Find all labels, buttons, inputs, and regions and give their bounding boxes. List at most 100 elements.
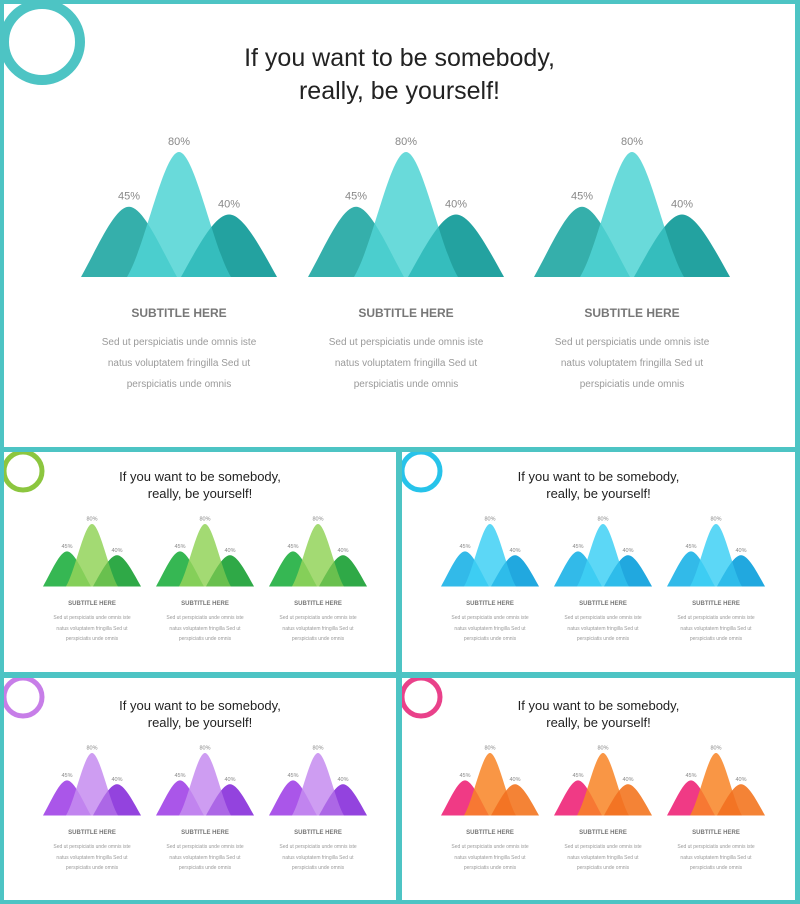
panel-subtitle: SUBTITLE HERE	[68, 601, 116, 607]
panel-description: Sed ut perspiciatis unde omnis iste natus…	[656, 613, 776, 645]
peak-overlap	[408, 214, 504, 277]
value-label: 40%	[735, 548, 746, 554]
value-label: 40%	[735, 777, 746, 783]
mountain-chart: 45% 80% 40%	[269, 517, 367, 587]
peak-overlap	[181, 214, 277, 277]
panel-subtitle: SUBTITLE HERE	[466, 830, 514, 836]
description-line: Sed ut perspiciatis unde omnis iste	[451, 615, 529, 621]
value-label: 80%	[395, 136, 417, 148]
value-label: 80%	[168, 136, 190, 148]
panel-description: Sed ut perspiciatis unde omnis iste natus…	[145, 613, 265, 645]
description-line: perspiciatis unde omnis	[579, 379, 685, 390]
slide-title: If you want to be somebody, really, be yo…	[4, 469, 396, 503]
peak-overlap	[319, 555, 367, 587]
description-line: Sed ut perspiciatis unde omnis iste	[554, 337, 710, 348]
slide-purple: If you want to be somebody, really, be yo…	[4, 678, 396, 900]
description-line: Sed ut perspiciatis unde omnis iste	[53, 844, 131, 850]
slide-title: If you want to be somebody, really, be yo…	[4, 42, 795, 107]
mountain-chart: 45% 80% 40%	[269, 746, 367, 816]
title-line: If you want to be somebody,	[244, 44, 555, 72]
peak-middle	[464, 753, 516, 816]
description-line: Sed ut perspiciatis unde omnis iste	[279, 844, 357, 850]
mountain-panel: 45% 80% 40% SUBTITLE HERE Sed ut perspiciati…	[32, 514, 152, 645]
description-line: perspiciatis unde omnis	[576, 865, 630, 871]
description-line: natus voluptatem fringilla Sed ut	[680, 625, 752, 632]
value-label: 80%	[597, 517, 608, 523]
value-label: 80%	[621, 136, 643, 148]
value-label: 40%	[337, 777, 348, 783]
peak-overlap	[604, 784, 652, 816]
panel-subtitle: SUBTITLE HERE	[358, 306, 454, 320]
peak-middle	[577, 524, 629, 587]
peak-overlap	[319, 784, 367, 816]
mountain-chart: 45% 80% 40%	[156, 746, 254, 816]
mountain-chart: 45% 80% 40%	[43, 517, 141, 587]
peak-overlap	[491, 555, 539, 587]
description-line: Sed ut perspiciatis unde omnis iste	[166, 844, 244, 850]
value-label: 80%	[710, 517, 721, 523]
description-line: natus voluptatem fringilla Sed ut	[56, 625, 128, 632]
peak-middle	[464, 524, 516, 587]
mountain-panel: 45% 80% 40% SUBTITLE HERE Sed ut perspiciati…	[512, 132, 752, 395]
panel-description: Sed ut perspiciatis unde omnis iste natus…	[32, 842, 152, 874]
ring-decoration-icon	[402, 678, 443, 719]
description-line: Sed ut perspiciatis unde omnis iste	[279, 615, 357, 621]
peak-overlap	[206, 555, 254, 587]
slide-title: If you want to be somebody, really, be yo…	[4, 698, 396, 732]
title-line: If you want to be somebody,	[517, 469, 680, 484]
peak-overlap	[206, 784, 254, 816]
mountain-chart: 45% 80% 40%	[81, 136, 277, 277]
value-label: 40%	[509, 548, 520, 554]
peak-middle	[127, 152, 231, 277]
value-label: 40%	[111, 777, 122, 783]
value-label: 40%	[224, 548, 235, 554]
description-line: Sed ut perspiciatis unde omnis iste	[677, 844, 755, 850]
value-label: 80%	[484, 746, 495, 752]
ring-decoration-icon	[4, 452, 45, 493]
panel-subtitle: SUBTITLE HERE	[579, 601, 627, 607]
description-line: perspiciatis unde omnis	[689, 636, 743, 642]
peak-middle	[354, 152, 458, 277]
panel-description: Sed ut perspiciatis unde omnis iste natus…	[286, 332, 526, 395]
value-label: 40%	[224, 777, 235, 783]
peak-overlap	[634, 214, 730, 277]
value-label: 80%	[710, 746, 721, 752]
value-label: 80%	[199, 746, 210, 752]
peak-middle	[577, 753, 629, 816]
mountain-panel: 45% 80% 40% SUBTITLE HERE Sed ut perspiciati…	[286, 132, 526, 395]
title-line: really, be yourself!	[546, 714, 651, 730]
panel-subtitle: SUBTITLE HERE	[68, 830, 116, 836]
peak-middle	[66, 524, 118, 587]
peak-middle	[179, 753, 231, 816]
description-line: Sed ut perspiciatis unde omnis iste	[166, 615, 244, 621]
peak-overlap	[93, 784, 141, 816]
panel-description: Sed ut perspiciatis unde omnis iste natus…	[512, 332, 752, 395]
peak-middle	[690, 524, 742, 587]
peak-middle	[179, 524, 231, 587]
peak-overlap	[491, 784, 539, 816]
value-label: 45%	[572, 773, 583, 779]
value-label: 45%	[118, 191, 140, 203]
description-line: Sed ut perspiciatis unde omnis iste	[328, 337, 484, 348]
description-line: Sed ut perspiciatis unde omnis iste	[451, 844, 529, 850]
panel-description: Sed ut perspiciatis unde omnis iste natus…	[430, 842, 550, 874]
mountain-chart: 45% 80% 40%	[308, 136, 504, 277]
ring-decoration-icon	[402, 452, 443, 493]
description-line: Sed ut perspiciatis unde omnis iste	[677, 615, 755, 621]
panel-description: Sed ut perspiciatis unde omnis iste natus…	[32, 613, 152, 645]
mountain-chart: 45% 80% 40%	[667, 517, 765, 587]
description-line: Sed ut perspiciatis unde omnis iste	[53, 615, 131, 621]
value-label: 80%	[597, 746, 608, 752]
mountain-panel: 45% 80% 40% SUBTITLE HERE Sed ut perspiciati…	[656, 514, 776, 645]
mountain-chart: 45% 80% 40%	[441, 517, 539, 587]
peak-overlap	[604, 555, 652, 587]
description-line: perspiciatis unde omnis	[463, 636, 517, 642]
peak-overlap	[93, 555, 141, 587]
slide-title: If you want to be somebody, really, be yo…	[402, 698, 795, 732]
title-line: If you want to be somebody,	[119, 469, 281, 484]
panel-subtitle: SUBTITLE HERE	[584, 306, 680, 320]
value-label: 45%	[287, 773, 298, 779]
description-line: natus voluptatem fringilla Sed ut	[169, 625, 241, 632]
panel-description: Sed ut perspiciatis unde omnis iste natus…	[430, 613, 550, 645]
mountain-panel: 45% 80% 40% SUBTITLE HERE Sed ut perspiciati…	[430, 514, 550, 645]
